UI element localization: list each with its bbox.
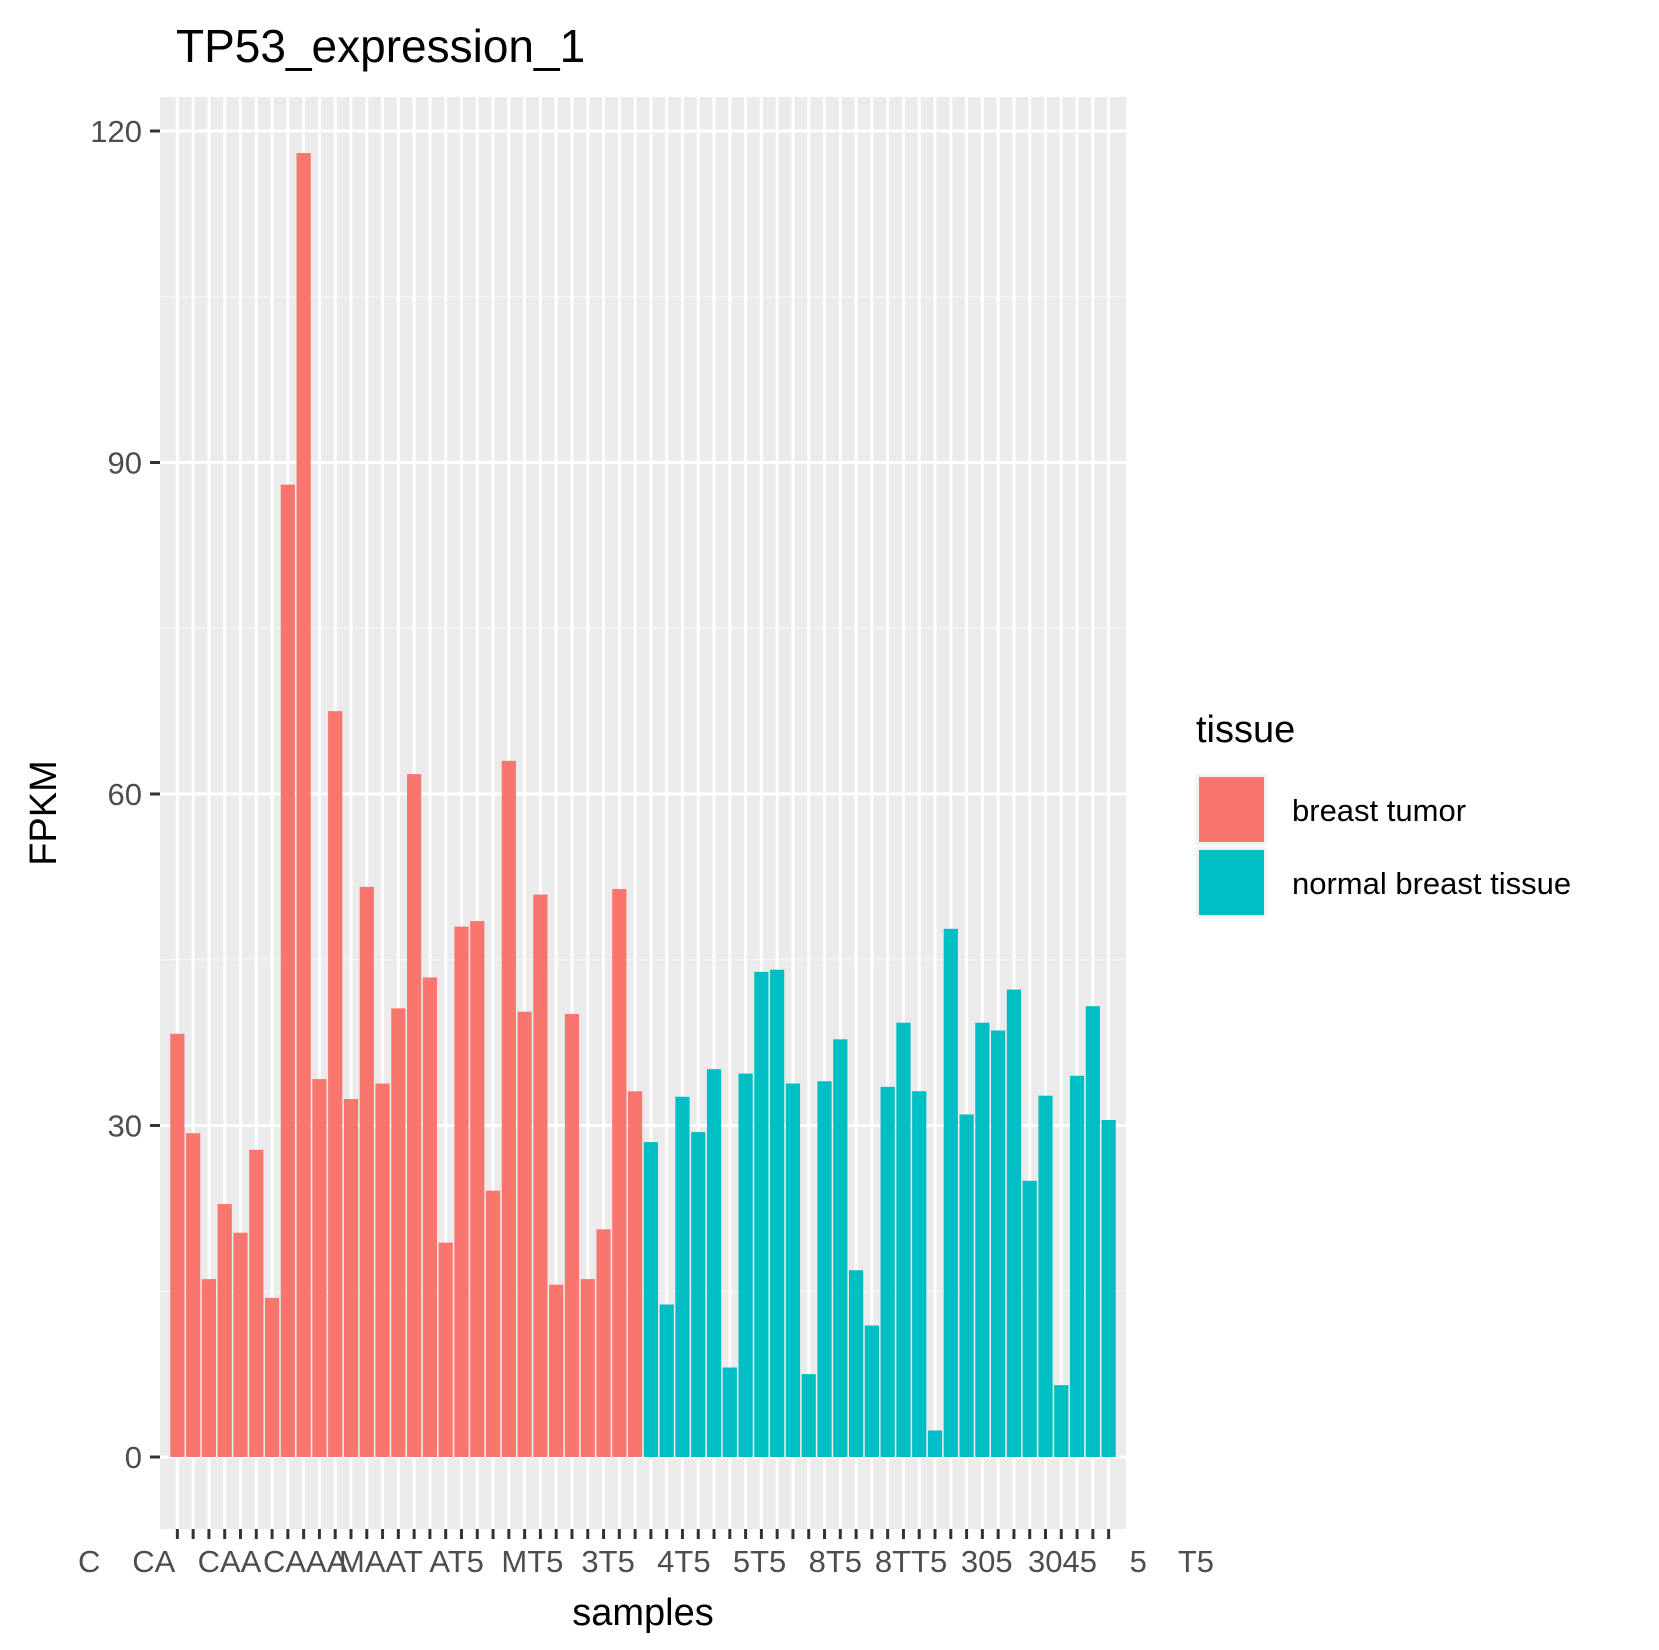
bar [580, 1279, 595, 1457]
bar [912, 1091, 927, 1457]
bar [927, 1430, 943, 1457]
bar [738, 1073, 753, 1457]
legend: tissue breast tumor normal breast tissue [1196, 709, 1571, 918]
bar [549, 1284, 564, 1457]
bar [691, 1132, 706, 1457]
x-tick-label: MT5 [501, 1544, 563, 1579]
bar [1054, 1385, 1069, 1457]
y-tick-label: 60 [108, 777, 142, 812]
bar [833, 1039, 848, 1457]
x-tick-label: 8TT5 [875, 1544, 947, 1579]
bar [596, 1229, 611, 1457]
x-tick-label: CAAA [263, 1544, 348, 1579]
bar [564, 1013, 580, 1457]
bar [328, 711, 343, 1457]
x-axis-title: samples [572, 1592, 714, 1634]
bar [359, 886, 374, 1457]
x-tick-label: MAAT [339, 1544, 423, 1579]
x-tick-label: 4T5 [657, 1544, 710, 1579]
bar [201, 1279, 217, 1457]
y-tick-label: 30 [108, 1109, 142, 1144]
x-tick-label: C [78, 1544, 100, 1579]
bar [217, 1203, 232, 1457]
bar [280, 484, 295, 1458]
bar [533, 894, 548, 1457]
bar [470, 921, 485, 1457]
y-tick-label: 120 [90, 114, 142, 149]
chart-title: TP53_expression_1 [176, 20, 585, 72]
bar [1085, 1006, 1100, 1457]
bar [485, 1190, 501, 1457]
bar [722, 1367, 737, 1457]
legend-title: tissue [1196, 709, 1295, 751]
x-tick-label: AT5 [429, 1544, 484, 1579]
bar [770, 969, 785, 1457]
bar [959, 1114, 974, 1457]
bar [1101, 1119, 1116, 1457]
bar [817, 1081, 832, 1457]
bar [659, 1304, 674, 1457]
bar [375, 1083, 390, 1457]
x-tick-label: 5 [1130, 1544, 1147, 1579]
bar [264, 1297, 280, 1457]
bar [1006, 989, 1022, 1457]
bar [391, 1008, 406, 1457]
bar [991, 1030, 1006, 1457]
x-tick-label: T5 [1178, 1544, 1214, 1579]
x-tick-label: 3045 [1028, 1544, 1097, 1579]
x-tick-label: 3T5 [581, 1544, 634, 1579]
bar [170, 1033, 185, 1457]
bar [896, 1022, 911, 1457]
bar-group [170, 153, 1116, 1458]
legend-swatch [1199, 850, 1264, 915]
bar [706, 1069, 722, 1457]
bar [186, 1133, 201, 1457]
bar [501, 760, 516, 1457]
bar [438, 1242, 453, 1457]
bar [848, 1270, 864, 1457]
y-axis-title: FPKM [23, 760, 65, 866]
bar [296, 153, 311, 1458]
bar [628, 1091, 643, 1457]
bar [880, 1086, 895, 1457]
x-tick-label: 8T5 [809, 1544, 862, 1579]
bar [785, 1083, 801, 1457]
bar [1069, 1075, 1085, 1457]
bar [612, 889, 627, 1457]
y-tick-label: 0 [125, 1440, 142, 1475]
bar [864, 1325, 879, 1457]
bar [517, 1011, 532, 1457]
bar [407, 774, 422, 1457]
bar [801, 1374, 816, 1457]
bar [454, 926, 469, 1457]
bar [312, 1079, 327, 1457]
legend-label: normal breast tissue [1292, 866, 1571, 901]
legend-label: breast tumor [1292, 793, 1466, 828]
bar [1022, 1180, 1037, 1457]
legend-swatch [1199, 777, 1264, 842]
bar [643, 1142, 658, 1457]
bar [943, 928, 958, 1457]
x-tick-label: CA [132, 1544, 175, 1579]
y-axis: 0 30 60 90 120 [90, 114, 160, 1475]
bar [422, 977, 438, 1457]
legend-entries: breast tumor normal breast tissue [1196, 774, 1571, 918]
y-tick-label: 90 [108, 446, 142, 481]
bar [343, 1098, 359, 1457]
bar [1038, 1095, 1053, 1457]
bar [233, 1232, 248, 1457]
bar [975, 1022, 990, 1457]
x-tick-label: CAA [198, 1544, 262, 1579]
bar [249, 1149, 264, 1457]
bar [675, 1096, 690, 1457]
x-tick-label: 5T5 [733, 1544, 786, 1579]
bar [754, 971, 769, 1457]
x-tick-label: 305 [961, 1544, 1013, 1579]
